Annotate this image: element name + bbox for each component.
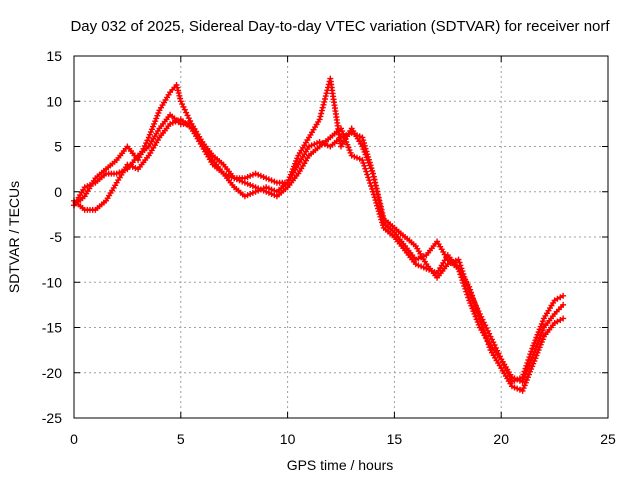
series-markers [71, 111, 567, 385]
x-tick-label: 0 [70, 431, 78, 447]
y-tick-label: 0 [54, 184, 62, 200]
x-tick-label: 5 [177, 431, 185, 447]
series-markers [71, 116, 567, 394]
x-tick-label: 25 [600, 431, 616, 447]
y-tick-label: -10 [42, 274, 62, 290]
grid [73, 55, 609, 419]
chart-title: Day 032 of 2025, Sidereal Day-to-day VTE… [70, 18, 610, 35]
data-series [71, 75, 567, 394]
series-track-3 [71, 111, 567, 385]
x-tick-label: 20 [493, 431, 509, 447]
tick-labels: 0 5 10 15 20 25 15 10 5 0 -5 -10 -15 -20 -25 [42, 48, 616, 447]
x-axis-label: GPS time / hours [287, 457, 394, 473]
plot-frame [73, 55, 609, 419]
series-track-2 [71, 116, 567, 394]
y-tick-label: 15 [46, 48, 62, 64]
y-tick-label: -5 [50, 229, 63, 245]
y-tick-label: -15 [42, 320, 62, 336]
y-axis-label: SDTVAR / TECUs [6, 181, 22, 293]
y-tick-label: 10 [46, 93, 62, 109]
y-tick-label: 5 [54, 139, 62, 155]
y-tick-label: -20 [42, 365, 62, 381]
y-tick-label: -25 [42, 410, 62, 426]
x-tick-label: 10 [280, 431, 296, 447]
x-tick-label: 15 [387, 431, 403, 447]
